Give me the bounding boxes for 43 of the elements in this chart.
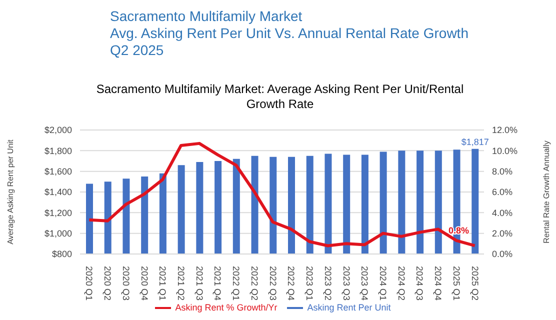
y2-tick-label: 8.0%: [492, 166, 513, 177]
y-tick-label: $1,000: [44, 228, 72, 239]
y-tick-label: $1,200: [44, 208, 72, 218]
x-tick-label: 2024 Q2: [396, 266, 406, 301]
y2-tick-label: 10.0%: [492, 146, 518, 156]
y2-tick-label: 2.0%: [492, 228, 513, 239]
x-tick-label: 2022 Q1: [231, 266, 242, 301]
legend-label: Asking Rent % Growth/Yr: [175, 302, 278, 312]
chart-subtitle: Sacramento Multifamily Market Avg. Asking Rent Per Unit Vs. Annual Rental Rate Growth Q2 2025: [110, 8, 468, 59]
x-tick-label: 2021 Q1: [158, 266, 168, 301]
y-tick-label: $1,600: [44, 166, 72, 177]
x-tick-label: 2024 Q1: [378, 266, 388, 301]
x-tick-label: 2025 Q1: [451, 266, 462, 301]
y2-tick-label: 12.0%: [492, 125, 518, 136]
y2-tick-label: 0.0%: [492, 249, 513, 260]
legend-label: Asking Rent Per Unit: [307, 302, 391, 312]
x-tick-label: 2024 Q4: [433, 266, 444, 301]
x-tick-label: 2023 Q2: [322, 266, 333, 301]
x-tick-label: 2020 Q4: [139, 266, 150, 301]
y-tick-label: $800: [52, 249, 72, 260]
x-tick-label: 2025 Q2: [470, 266, 480, 301]
x-tick-label: 2022 Q3: [268, 266, 278, 301]
y-tick-label: $1,800: [44, 146, 72, 156]
x-tick-label: 2023 Q1: [304, 266, 315, 301]
y-axis-title: Average Asking Rent per Unit: [6, 138, 15, 244]
y2-tick-label: 4.0%: [492, 208, 513, 218]
x-tick-label: 2023 Q3: [341, 266, 352, 301]
y2-axis-title: Rental Rate Growth Annually: [542, 140, 551, 244]
x-tick-label: 2020 Q3: [120, 266, 131, 301]
x-tick-label: 2023 Q4: [360, 266, 370, 301]
chart-title: Sacramento Multifamily Market: Average Asking Rent Per Unit/Rental Growth Rate: [95, 82, 465, 112]
x-tick-label: 2021 Q2: [176, 266, 186, 301]
y-tick-label: $2,000: [44, 125, 72, 136]
y-tick-label: $1,400: [44, 187, 72, 198]
x-tick-label: 2024 Q3: [414, 266, 425, 301]
x-tick-label: 2022 Q2: [249, 266, 260, 301]
data-label: $1,817: [461, 136, 489, 147]
y2-tick-label: 6.0%: [492, 187, 513, 198]
x-tick-label: 2021 Q4: [212, 266, 223, 301]
x-tick-label: 2022 Q4: [286, 266, 296, 301]
x-tick-label: 2020 Q2: [102, 266, 113, 301]
x-tick-label: 2021 Q3: [194, 266, 204, 301]
x-tick-label: 2020 Q1: [84, 266, 94, 301]
